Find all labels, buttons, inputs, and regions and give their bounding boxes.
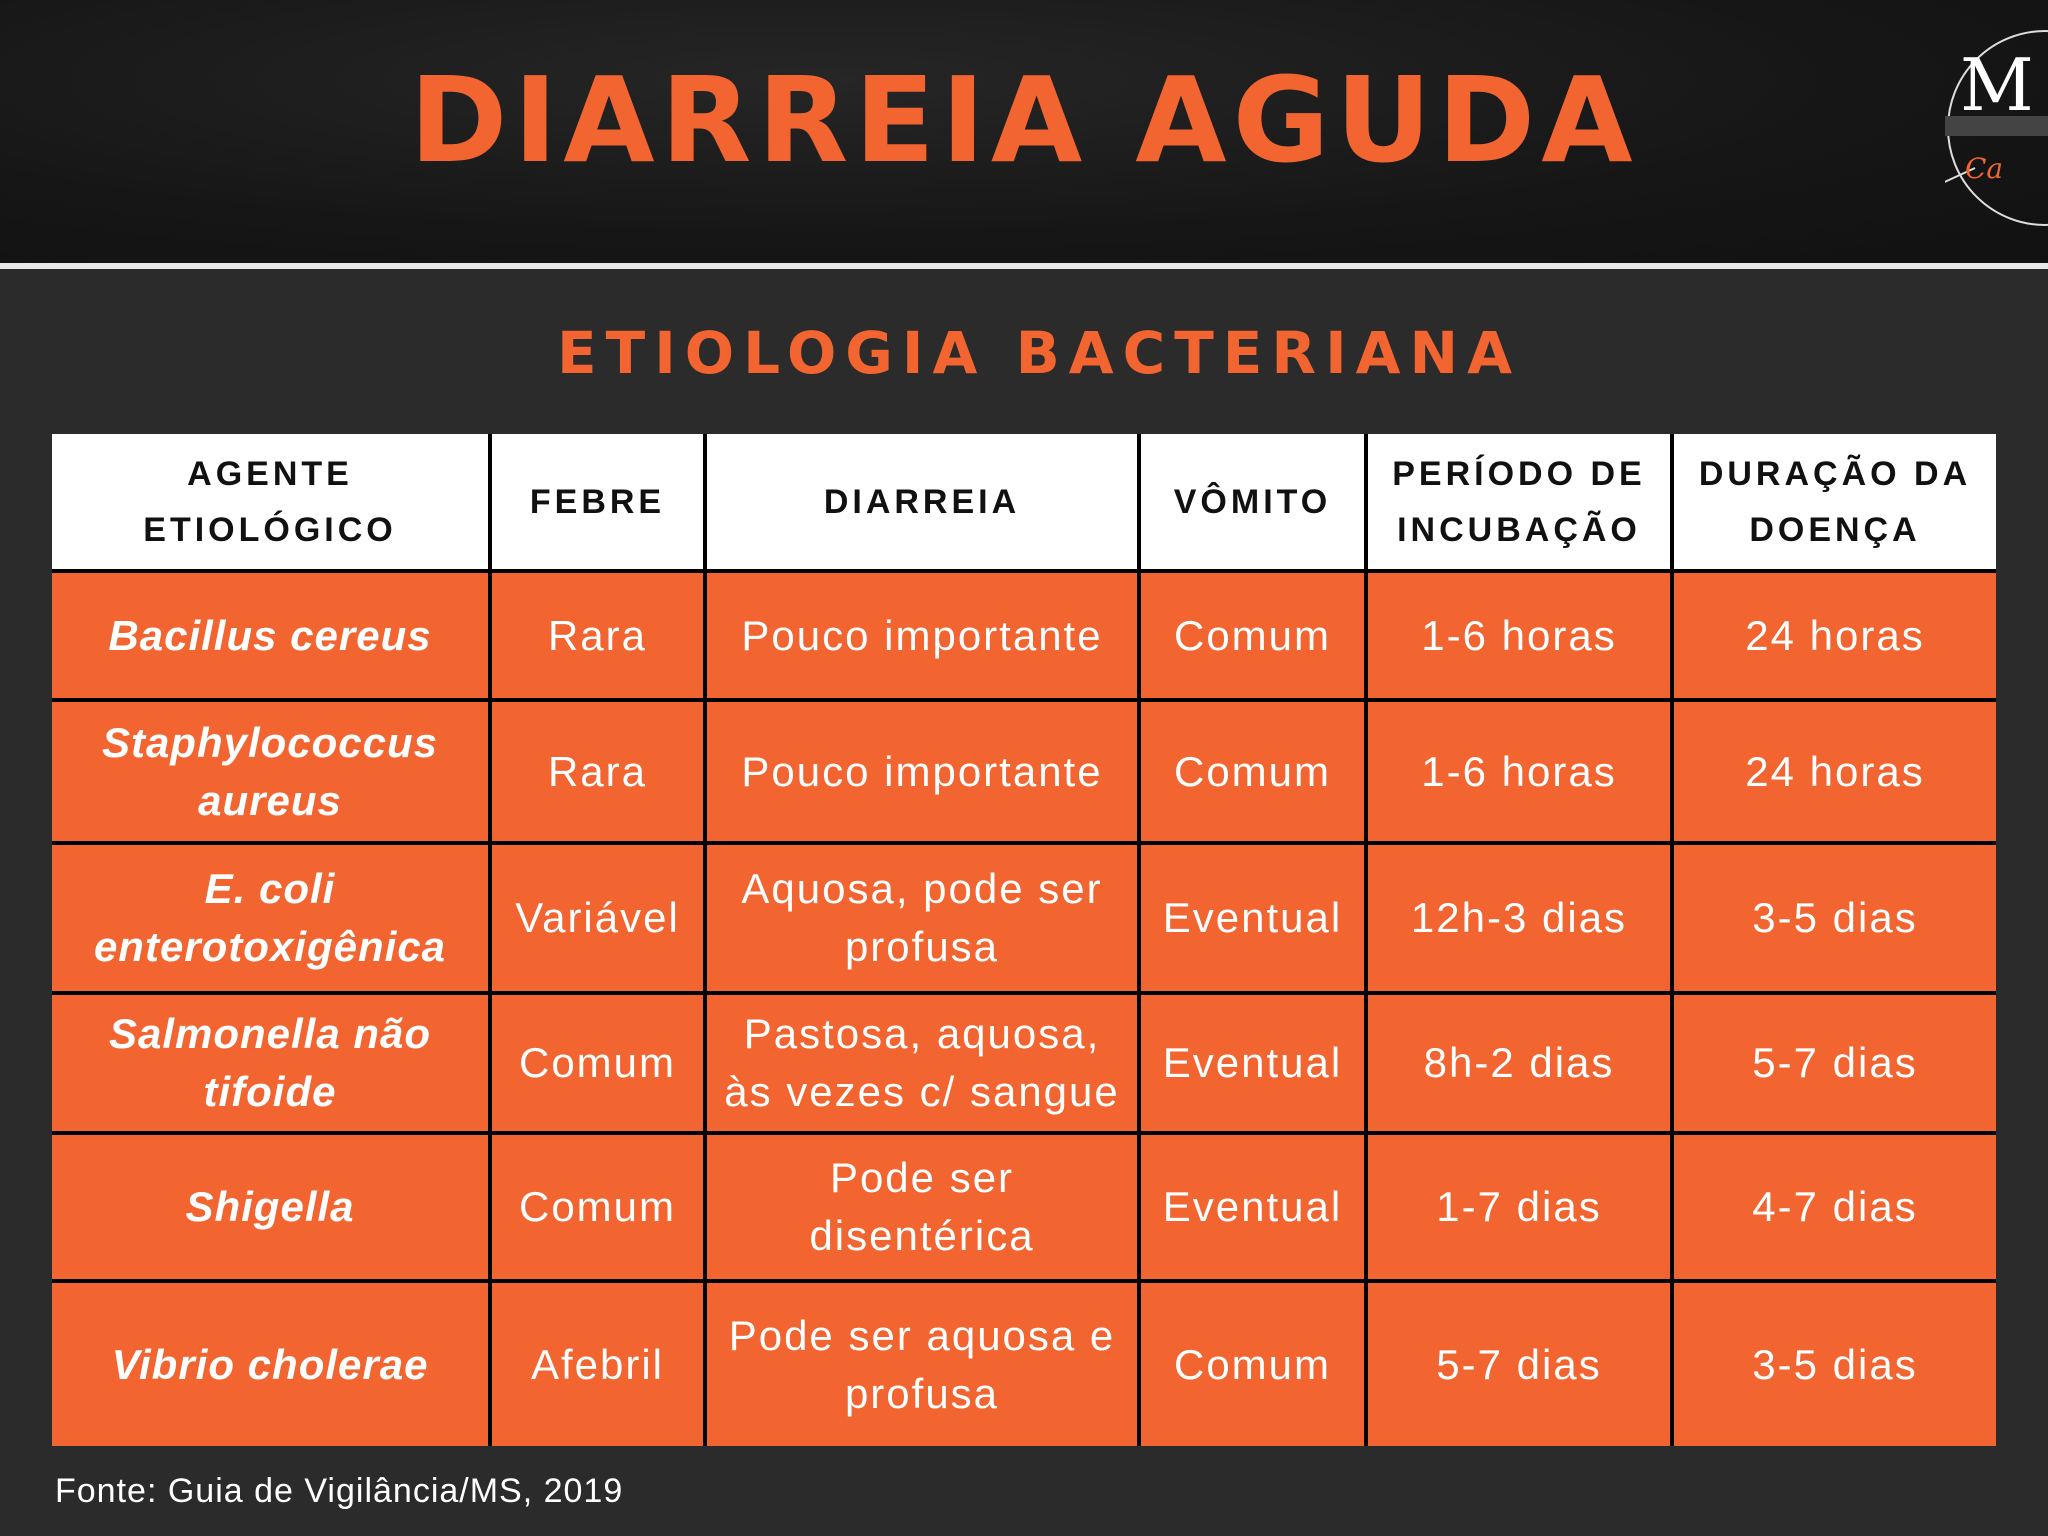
cell-agent: E. coli enterotoxigênica [52,841,492,993]
cell-agent: Staphylococcus aureus [52,698,492,843]
header-duration: DURAÇÃO DA DOENÇA [1670,434,1996,571]
cell-duration: 3-5 dias [1670,841,1996,993]
cell-diarrhea: Pastosa, aquosa, às vezes c/ sangue [703,991,1141,1133]
cell-duration: 24 horas [1670,698,1996,843]
cell-duration: 24 horas [1670,569,1996,700]
cell-diarrhea: Pode ser aquosa e profusa [703,1279,1141,1446]
cell-agent: Vibrio cholerae [52,1279,492,1446]
cell-agent: Salmonella não tifoide [52,991,492,1133]
cell-agent: Bacillus cereus [52,569,492,700]
header-incubation: PERÍODO DE INCUBAÇÃO [1364,434,1674,571]
cell-vomit: Eventual [1137,1131,1368,1281]
cell-fever: Comum [488,1131,707,1281]
cell-vomit: Eventual [1137,991,1368,1133]
cell-incubation: 12h-3 dias [1364,841,1674,993]
table-row: Shigella Comum Pode ser disentérica Eventua… [52,1131,1996,1281]
cell-fever: Rara [488,698,707,843]
table-row: Vibrio cholerae Afebril Pode ser aquosa e … [52,1279,1996,1446]
cell-vomit: Comum [1137,698,1368,843]
cell-fever: Comum [488,991,707,1133]
table-row: E. coli enterotoxigênica Variável Aquosa, … [52,841,1996,993]
cell-fever: Afebril [488,1279,707,1446]
header-fever: FEBRE [488,434,707,571]
cell-vomit: Comum [1137,1279,1368,1446]
cell-incubation: 1-6 horas [1364,569,1674,700]
cell-diarrhea: Aquosa, pode ser profusa [703,841,1141,993]
page-title: DIARREIA AGUDA [409,51,1639,189]
table-row: Bacillus cereus Rara Pouco importante Comum… [52,569,1996,700]
cell-incubation: 8h-2 dias [1364,991,1674,1133]
cell-diarrhea: Pouco importante [703,569,1141,700]
etiology-table: AGENTE ETIOLÓGICO FEBRE DIARREIA VÔMITO … [52,434,1996,1446]
header-diarrhea: DIARREIA [703,434,1141,571]
section-subtitle: ETIOLOGIA BACTERIANA [557,319,1521,387]
table-header-row: AGENTE ETIOLÓGICO FEBRE DIARREIA VÔMITO … [52,434,1996,571]
logo-script: Ca [1965,152,2003,185]
cell-duration: 3-5 dias [1670,1279,1996,1446]
cell-fever: Variável [488,841,707,993]
cell-duration: 4-7 dias [1670,1131,1996,1281]
cell-incubation: 5-7 dias [1364,1279,1674,1446]
cell-duration: 5-7 dias [1670,991,1996,1133]
cell-vomit: Eventual [1137,841,1368,993]
cell-agent: Shigella [52,1131,492,1281]
table-row: Salmonella não tifoide Comum Pastosa, aquo… [52,991,1996,1133]
cell-incubation: 1-6 horas [1364,698,1674,843]
cell-vomit: Comum [1137,569,1368,700]
table-row: Staphylococcus aureus Rara Pouco important… [52,698,1996,843]
header-banner [0,0,2048,265]
cell-fever: Rara [488,569,707,700]
cell-diarrhea: Pouco importante [703,698,1141,843]
source-note: Fonte: Guia de Vigilância/MS, 2019 [55,1472,624,1510]
header-divider [0,263,2048,269]
logo-letter: M [1960,43,2034,127]
brand-logo: M Ca [1945,30,2048,226]
cell-incubation: 1-7 dias [1364,1131,1674,1281]
header-vomit: VÔMITO [1137,434,1368,571]
cell-diarrhea: Pode ser disentérica [703,1131,1141,1281]
header-agent: AGENTE ETIOLÓGICO [52,434,492,571]
